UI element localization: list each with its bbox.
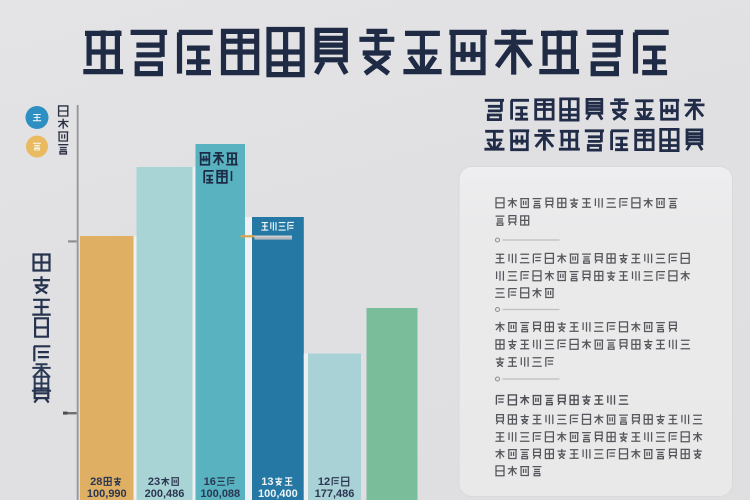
svg-text:28: 28 [90, 476, 102, 488]
svg-text:200,486: 200,486 [145, 488, 185, 500]
svg-text:100,400: 100,400 [258, 488, 298, 500]
svg-text:177,486: 177,486 [315, 488, 355, 500]
svg-text:16: 16 [204, 476, 216, 488]
svg-text:100,088: 100,088 [200, 488, 240, 500]
svg-text:12: 12 [318, 476, 330, 488]
svg-text:13: 13 [261, 476, 273, 488]
svg-text:100,990: 100,990 [87, 488, 127, 500]
svg-text:23: 23 [148, 476, 160, 488]
